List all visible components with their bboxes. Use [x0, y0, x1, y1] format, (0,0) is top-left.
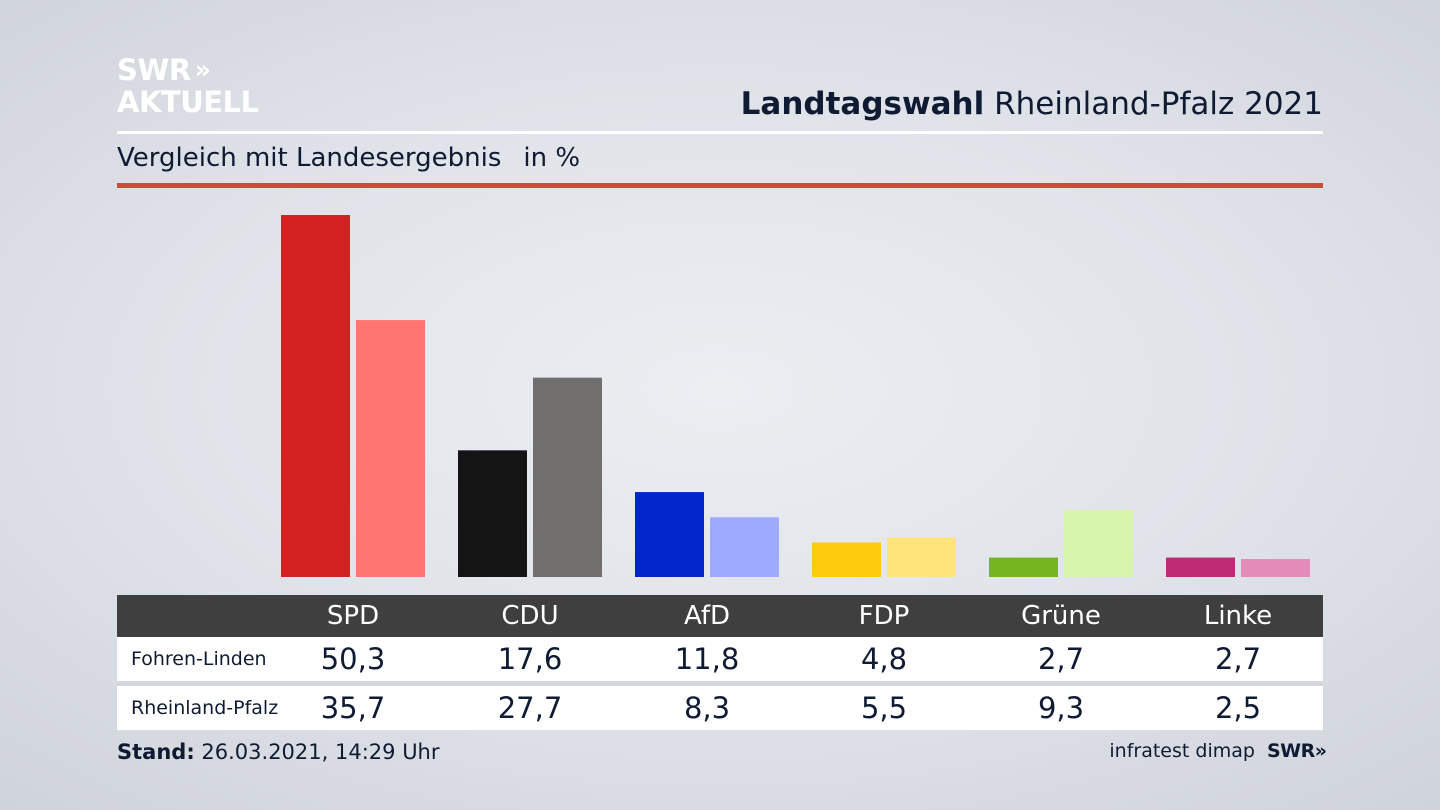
party-label-spd: SPD [326, 601, 380, 631]
row-label-fohren-linden: Fohren-Linden [131, 648, 267, 670]
bar-cdu-rheinland-pfalz [533, 377, 602, 577]
value-afd-fohren-linden: 11,8 [674, 642, 740, 676]
value-linke-fohren-linden: 2,7 [1214, 642, 1262, 676]
value-afd-rheinland-pfalz: 8,3 [683, 691, 731, 725]
value-fdp-rheinland-pfalz: 5,5 [860, 691, 908, 725]
swr-small-arrows-icon: » [1314, 740, 1327, 762]
source-credit: infratest dimap SWR» [1109, 740, 1327, 762]
value-linke-rheinland-pfalz: 2,5 [1214, 691, 1262, 725]
timestamp-value: 26.03.2021, 14:29 Uhr [201, 740, 440, 764]
logo-swr-text: SWR [117, 53, 191, 87]
value-cdu-rheinland-pfalz: 27,7 [497, 691, 563, 725]
table-row: Rheinland-Pfalz 35,7 27,7 8,3 5,5 9,3 2,5 [117, 686, 1323, 730]
timestamp-label: Stand: [117, 740, 195, 764]
bar-gr-ne-rheinland-pfalz [1064, 510, 1133, 577]
page-title: Landtagswahl Rheinland-Pfalz 2021 [741, 86, 1323, 122]
value-cdu-fohren-linden: 17,6 [497, 642, 563, 676]
value-gr-ne-rheinland-pfalz: 9,3 [1037, 691, 1085, 725]
header-divider [117, 131, 1323, 134]
row-label-rheinland-pfalz: Rheinland-Pfalz [131, 697, 279, 719]
swr-aktuell-logo: SWR» AKTUELL [117, 54, 259, 118]
timestamp: Stand: 26.03.2021, 14:29 Uhr [117, 740, 440, 764]
subtitle-divider [117, 183, 1323, 188]
bar-linke-rheinland-pfalz [1241, 559, 1310, 577]
bar-cdu-fohren-linden [458, 450, 527, 577]
bar-fdp-rheinland-pfalz [887, 537, 956, 577]
row-divider [117, 681, 1323, 686]
table-header: SPD CDU AfD FDP Grüne Linke [117, 595, 1323, 637]
value-spd-rheinland-pfalz: 35,7 [320, 691, 386, 725]
party-label-gr-ne: Grüne [1021, 601, 1101, 631]
page-title-bold: Landtagswahl [740, 86, 985, 122]
party-label-fdp: FDP [858, 601, 910, 631]
unit-label: in % [523, 143, 581, 173]
bar-gr-ne-fohren-linden [989, 557, 1058, 577]
bar-linke-fohren-linden [1166, 557, 1235, 577]
source-text: infratest dimap [1109, 740, 1255, 762]
logo-aktuell-text: AKTUELL [117, 85, 259, 119]
swr-small-text: SWR [1266, 740, 1315, 762]
value-fdp-fohren-linden: 4,8 [860, 642, 908, 676]
bar-fdp-fohren-linden [812, 542, 881, 577]
party-label-afd: AfD [683, 601, 731, 631]
value-gr-ne-fohren-linden: 2,7 [1037, 642, 1085, 676]
bar-afd-fohren-linden [635, 492, 704, 577]
bar-afd-rheinland-pfalz [710, 517, 779, 577]
party-label-cdu: CDU [501, 601, 559, 631]
chart-subtitle: Vergleich mit Landesergebnis in % [117, 143, 580, 173]
bar-spd-rheinland-pfalz [356, 320, 425, 577]
subtitle-text: Vergleich mit Landesergebnis [117, 143, 502, 173]
page-title-rest: Rheinland-Pfalz 2021 [994, 86, 1323, 122]
party-label-linke: Linke [1203, 601, 1273, 631]
bar-spd-fohren-linden [281, 215, 350, 577]
value-spd-fohren-linden: 50,3 [320, 642, 386, 676]
swr-small-logo: SWR» [1266, 740, 1327, 762]
table-row: Fohren-Linden 50,3 17,6 11,8 4,8 2,7 2,7 [117, 637, 1323, 681]
